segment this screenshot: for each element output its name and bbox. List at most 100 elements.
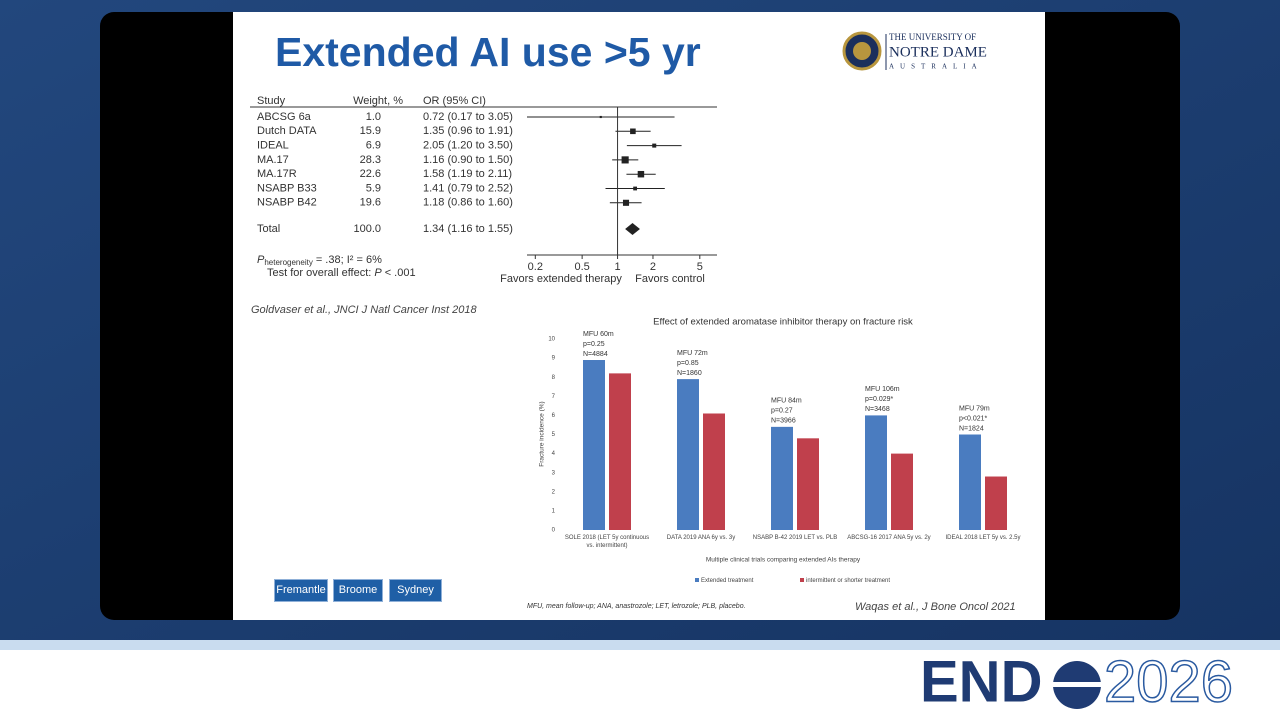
weight-label: 15.9 [360,125,381,137]
x-tick-label: 0.5 [574,261,589,273]
study-label: NSABP B42 [257,197,317,209]
y-tick-label: 8 [552,375,556,381]
x-tick-label: 2 [650,261,656,273]
x-axis-label: Favors extended therapy [500,273,622,285]
annotation: MFU 72m [677,350,708,357]
ci-label: 1.34 (1.16 to 1.55) [423,223,513,235]
annotation: N=1860 [677,370,702,377]
ci-label: 2.05 (1.20 to 3.50) [423,140,513,152]
study-label: ABCSG 6a [257,111,312,123]
study-label: IDEAL [257,140,289,152]
annotation: N=1824 [959,425,984,432]
overall-effect: Test for overall effect: P < .001 [267,267,416,279]
location-button[interactable]: Sydney [389,579,442,602]
ci-label: 1.35 (0.96 to 1.91) [423,125,513,137]
annotation: N=3468 [865,406,890,413]
column-header: OR (95% CI) [423,95,486,107]
event-year: 2026 [1104,649,1233,714]
annotation: p=0.85 [677,360,699,367]
bar [609,373,631,530]
ci-label: 1.41 (0.79 to 2.52) [423,182,513,194]
y-tick-label: 5 [552,432,556,438]
y-tick-label: 10 [548,337,555,343]
point-estimate [599,115,602,119]
ci-label: 1.58 (1.19 to 2.11) [423,168,512,180]
band [0,640,1280,650]
heterogeneity: Pheterogeneity = .38; I² = 6% [257,254,382,267]
ci-label: 0.72 (0.17 to 3.05) [423,111,513,123]
annotation: p=0.029* [865,396,893,403]
event-name: END [920,649,1042,714]
bar [703,413,725,530]
legend-label: Extended treatment [701,578,754,584]
y-tick-label: 9 [552,356,556,362]
weight-label: 6.9 [366,140,381,152]
bar [959,434,981,530]
point-estimate [622,199,630,206]
weight-label: 1.0 [366,111,381,123]
annotation: p=0.25 [583,341,605,348]
x-tick-label: NSABP B-42 2019 LET vs. PLB [752,535,838,541]
bar [677,379,699,530]
ci-label: 1.18 (0.86 to 1.60) [423,197,513,209]
ci-label: 1.16 (0.90 to 1.50) [423,154,513,166]
y-tick-label: 7 [552,394,556,400]
annotation: p<0.021* [959,415,987,422]
chart-title: Effect of extended aromatase inhibitor t… [653,317,913,328]
overall-text: Test for overall effect: [267,267,371,279]
point-estimate [652,143,657,148]
bar [797,438,819,530]
citation: Goldvaser et al., JNCI J Natl Cancer Ins… [251,304,477,316]
legend-swatch [800,578,804,582]
point-estimate [621,156,629,164]
location-button[interactable]: Broome [333,579,383,602]
p-subscript: heterogeneity [264,258,312,267]
bar [865,415,887,530]
study-label: Total [257,223,280,235]
y-axis-label: Fracture incidence (%) [539,401,546,466]
logo-line: NOTRE DAME [889,44,987,60]
annotation: MFU 79m [959,405,990,412]
annotation: MFU 60m [583,331,614,338]
bar [891,453,913,530]
point-estimate [633,186,638,191]
pooled-estimate [625,223,640,235]
annotation: MFU 106m [865,386,900,393]
logo-line: AUSTRALIA [889,63,983,71]
p-symbol: P [374,267,382,279]
location-button[interactable]: Fremantle [274,579,328,602]
weight-label: 100.0 [353,223,381,235]
p-symbol: P [257,254,265,266]
study-label: NSABP B33 [257,182,317,194]
x-tick-label: ABCSG-16 2017 ANA 5y vs. 2y [847,535,931,541]
annotation: p=0.27 [771,408,793,415]
x-tick-label: 5 [697,261,703,273]
weight-label: 28.3 [360,154,381,166]
logo: THE UNIVERSITY OF NOTRE DAME AUSTRALIA [842,31,987,71]
legend-label: intermittent or shorter treatment [806,578,890,584]
study-label: Dutch DATA [257,125,317,137]
column-header: Study [257,95,286,107]
logo-line: THE UNIVERSITY OF [889,32,976,42]
y-tick-label: 6 [552,413,556,419]
weight-label: 5.9 [366,182,381,194]
event-symbol-stripe [1053,682,1101,687]
y-tick-label: 2 [552,489,556,495]
annotation: N=4884 [583,351,608,358]
point-estimate [637,170,645,178]
x-tick-label: 0.2 [528,261,543,273]
study-label: MA.17 [257,154,289,166]
legend-swatch [695,578,699,582]
x-tick-label: DATA 2019 ANA 6y vs. 3y [666,535,736,541]
footnote: MFU, mean follow-up; ANA, anastrozole; L… [527,603,746,610]
annotation: N=3966 [771,418,796,425]
bar [771,426,793,530]
heterogeneity-text: = .38; I² = 6% [316,254,382,266]
x-axis-label: Multiple clinical trials comparing exten… [706,557,861,564]
column-header: Weight, % [353,95,403,107]
y-tick-label: 4 [552,451,556,457]
citation: Waqas et al., J Bone Oncol 2021 [855,601,1016,613]
x-tick-label: SOLE 2018 (LET 5y continuous vs. intermi… [564,535,650,549]
study-label: MA.17R [257,168,297,180]
